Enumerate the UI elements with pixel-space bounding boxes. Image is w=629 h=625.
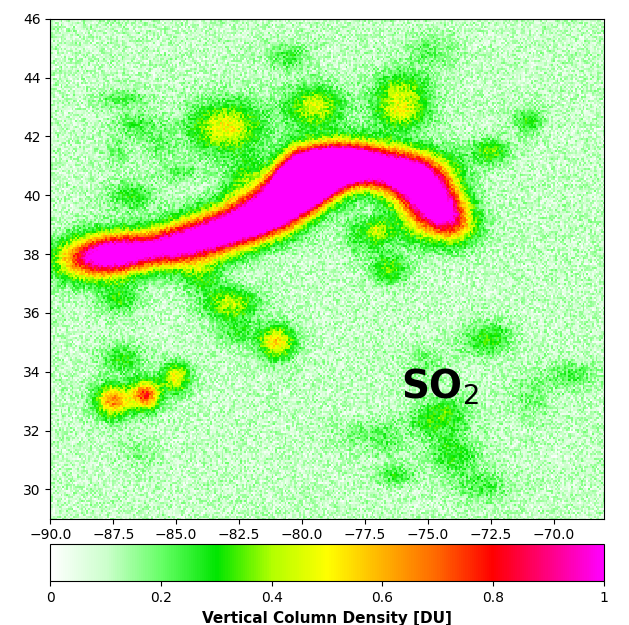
- X-axis label: Vertical Column Density [DU]: Vertical Column Density [DU]: [202, 611, 452, 625]
- Text: SO$_2$: SO$_2$: [401, 366, 479, 406]
